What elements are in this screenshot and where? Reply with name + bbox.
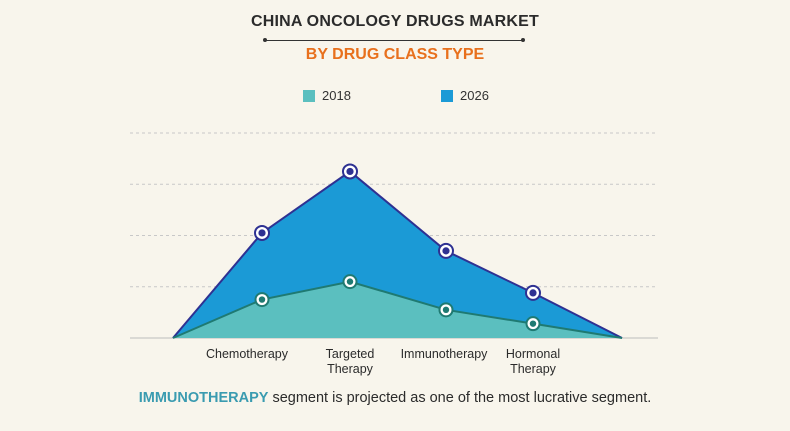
x-tick-label-2-line-0: Immunotherapy bbox=[400, 347, 488, 361]
chart-title: CHINA ONCOLOGY DRUGS MARKET bbox=[250, 13, 540, 30]
point-2018-3 bbox=[529, 320, 537, 327]
x-tick-label-0-line-0: Chemotherapy bbox=[206, 347, 288, 361]
footer-note: IMMUNOTHERAPY segment is projected as on… bbox=[0, 390, 790, 406]
legend-item-2018: 2018 bbox=[303, 88, 351, 103]
point-2026-0 bbox=[258, 229, 266, 237]
x-tick-label-1-line-1: Therapy bbox=[327, 362, 373, 376]
legend: 2018 2026 bbox=[0, 88, 790, 106]
x-tick-label-0: Chemotherapy bbox=[187, 347, 307, 362]
point-2018-0 bbox=[258, 296, 266, 303]
point-2018-1 bbox=[346, 278, 354, 285]
legend-label-2018: 2018 bbox=[322, 88, 351, 103]
footer-text: segment is projected as one of the most … bbox=[268, 390, 652, 406]
point-2018-2 bbox=[442, 306, 450, 314]
title-underline-dot-right bbox=[521, 38, 525, 42]
legend-label-2026: 2026 bbox=[460, 88, 489, 103]
x-tick-label-1-line-0: Targeted bbox=[325, 347, 375, 361]
line-2018 bbox=[172, 280, 623, 339]
x-tick-label-3: Hormonal Therapy bbox=[473, 347, 593, 377]
x-tick-label-1: Targeted Therapy bbox=[290, 347, 410, 377]
point-2026-2 bbox=[442, 247, 450, 255]
point-2026-3 bbox=[529, 289, 537, 297]
title-underline-dot-left bbox=[263, 38, 267, 42]
legend-swatch-2018 bbox=[303, 89, 315, 102]
legend-swatch-2026 bbox=[441, 89, 453, 102]
x-tick-label-3-line-0: Hormonal bbox=[505, 347, 561, 361]
point-2026-1 bbox=[346, 167, 354, 176]
chart-subtitle: BY DRUG CLASS TYPE bbox=[305, 46, 485, 63]
x-tick-label-2: Immunotherapy bbox=[384, 347, 504, 362]
footer-highlight: IMMUNOTHERAPY bbox=[138, 390, 269, 406]
line-2026 bbox=[172, 170, 623, 339]
x-tick-label-3-line-1: Therapy bbox=[510, 362, 556, 376]
title-underline bbox=[265, 40, 523, 41]
legend-item-2026: 2026 bbox=[441, 88, 489, 103]
